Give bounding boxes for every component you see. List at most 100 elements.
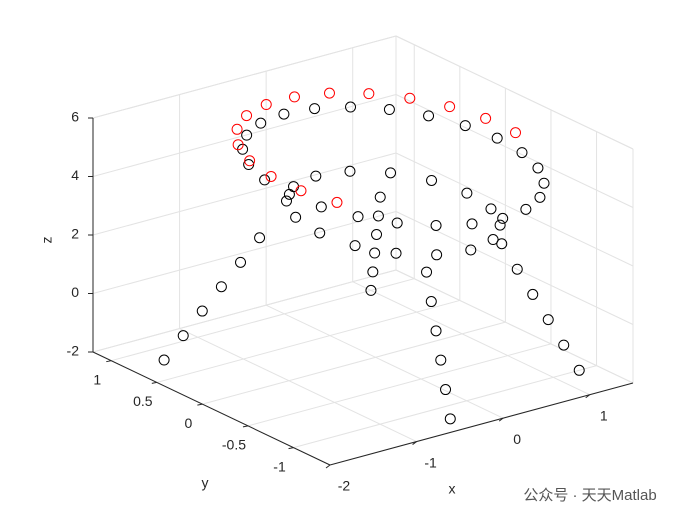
- point: [444, 413, 456, 425]
- point: [314, 227, 326, 239]
- point: [371, 229, 383, 241]
- point: [511, 263, 523, 275]
- point: [391, 217, 403, 229]
- point: [390, 247, 402, 259]
- point: [542, 314, 554, 326]
- point: [466, 218, 478, 230]
- x-axis-label: x: [449, 481, 456, 497]
- point: [497, 212, 509, 224]
- x-tick: [325, 464, 331, 469]
- point: [440, 384, 452, 396]
- z-tick-label: -2: [67, 343, 80, 359]
- grid-line: [92, 269, 397, 353]
- point: [494, 219, 506, 231]
- y-tick-label: -0.5: [222, 437, 246, 453]
- point: [283, 188, 295, 200]
- y-tick: [197, 403, 203, 406]
- point: [444, 101, 456, 113]
- point: [487, 234, 499, 246]
- point: [430, 219, 442, 231]
- z-tick-label: 0: [71, 284, 79, 300]
- x-tick-label: 1: [600, 407, 608, 423]
- grid-line: [156, 299, 460, 383]
- point: [310, 170, 322, 182]
- grid-line: [247, 343, 552, 427]
- point: [430, 325, 442, 337]
- point: [265, 170, 277, 182]
- point: [215, 281, 227, 293]
- point: [255, 117, 267, 129]
- point: [367, 266, 379, 278]
- point: [491, 132, 503, 144]
- x-tick-label: -1: [424, 454, 437, 470]
- point: [158, 354, 170, 366]
- point: [459, 120, 471, 132]
- grid-line: [202, 321, 506, 405]
- point: [232, 139, 244, 151]
- point: [425, 296, 437, 308]
- point: [372, 210, 384, 222]
- point: [331, 196, 343, 208]
- point: [510, 127, 522, 139]
- grid-line: [265, 304, 504, 419]
- grid-line: [293, 365, 597, 449]
- point: [573, 364, 585, 376]
- point: [496, 238, 508, 250]
- y-tick: [242, 425, 249, 428]
- point: [288, 181, 300, 193]
- point: [516, 147, 528, 159]
- point: [241, 110, 253, 122]
- y-tick: [288, 447, 294, 450]
- grid-line: [92, 152, 397, 236]
- grid-line: [111, 278, 415, 362]
- point: [431, 249, 443, 261]
- point: [196, 305, 208, 317]
- y-axis-label: y: [202, 475, 209, 491]
- grid-line: [395, 152, 634, 267]
- point: [280, 195, 292, 207]
- point: [260, 99, 272, 111]
- point: [520, 203, 532, 215]
- point: [365, 284, 377, 296]
- x-tick-label: -2: [338, 478, 351, 494]
- point: [538, 177, 550, 189]
- point: [465, 244, 477, 256]
- point: [435, 354, 447, 366]
- z-axis-label: z: [39, 237, 55, 244]
- y-tick-label: 0.5: [133, 393, 153, 409]
- point: [231, 123, 243, 135]
- point: [532, 162, 544, 174]
- z-tick-label: 4: [71, 167, 79, 183]
- point: [485, 203, 497, 215]
- point: [295, 185, 307, 197]
- point: [344, 165, 356, 177]
- y-tick-label: 1: [93, 371, 101, 387]
- point: [288, 91, 300, 103]
- point: [480, 112, 492, 124]
- grid-line: [92, 94, 397, 177]
- point: [323, 87, 335, 99]
- point: [241, 129, 253, 141]
- point: [404, 92, 416, 104]
- point: [290, 211, 302, 223]
- point: [278, 108, 290, 120]
- grid-line: [92, 35, 397, 119]
- y-tick-label: -1: [273, 458, 286, 474]
- watermark: 公众号 · 天天Matlab: [523, 487, 656, 504]
- z-tick-label: 2: [71, 226, 79, 242]
- point: [369, 247, 381, 259]
- point: [352, 211, 364, 223]
- x-axis: [329, 382, 634, 466]
- point: [426, 174, 438, 186]
- grid-line: [352, 281, 590, 396]
- y-tick: [151, 381, 157, 384]
- point: [461, 187, 473, 199]
- point: [383, 104, 395, 116]
- point: [374, 191, 386, 203]
- point: [177, 330, 189, 342]
- point: [558, 339, 570, 351]
- point: [421, 266, 433, 278]
- point: [244, 155, 256, 167]
- point: [385, 167, 397, 179]
- y-axis: [92, 351, 331, 466]
